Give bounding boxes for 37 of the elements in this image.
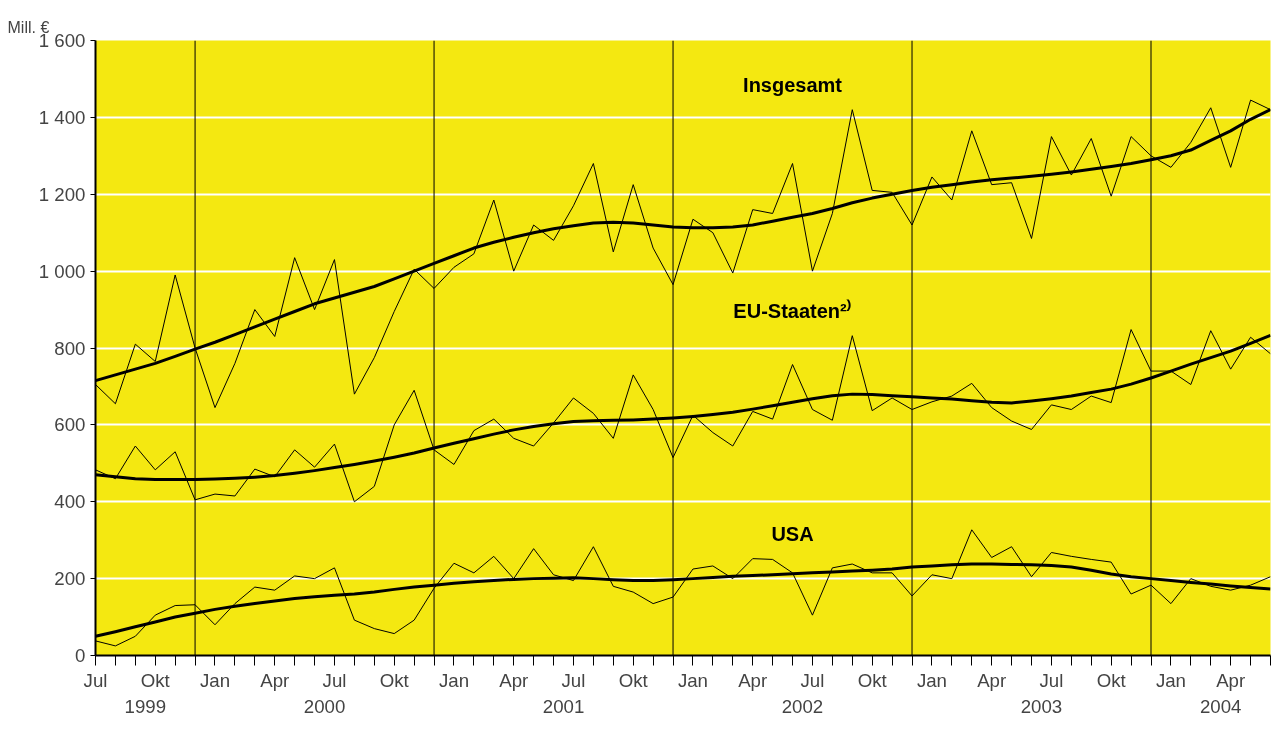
x-tick-label: Jan (677, 669, 709, 691)
text: 2004 (1199, 695, 1242, 717)
x-tick-label: Jul (1039, 669, 1064, 691)
y-tick-label: 600 (54, 414, 86, 436)
x-tick-label: Okt (379, 669, 410, 691)
x-tick-label: Jan (1155, 669, 1186, 691)
x-tick-label: Jul (561, 669, 586, 691)
x-tick-label: Jan (916, 669, 947, 691)
y-tick-label: 200 (54, 568, 86, 590)
x-tick-label: Jul (800, 669, 825, 691)
series-label: EU-Staaten²⁾ (733, 298, 852, 322)
x-tick-label: Jul (322, 669, 347, 691)
y-tick-label: 800 (54, 337, 86, 359)
series-label: Insgesamt (743, 73, 843, 96)
text: 2001 (542, 695, 585, 717)
y-tick-label: 400 (54, 491, 86, 513)
y-tick-label: 1 200 (38, 183, 86, 205)
x-tick-label: Jan (199, 669, 231, 691)
x-tick-label: Jul (83, 669, 108, 691)
y-tick-label: 0 (75, 645, 86, 666)
x-tick-label: Apr (977, 669, 1007, 691)
x-tick-label: Jan (438, 669, 470, 691)
x-tick-label: Okt (1096, 669, 1127, 691)
x-tick-label: Apr (499, 669, 529, 691)
text: 2000 (303, 695, 346, 717)
y-tick-label: 1 000 (38, 260, 86, 282)
x-tick-label: Okt (618, 669, 649, 691)
text: 2003 (1020, 695, 1063, 717)
x-tick-label: Okt (140, 669, 171, 691)
x-tick-label: Okt (857, 669, 888, 691)
text: 2002 (781, 695, 824, 717)
y-tick-label: 1 400 (38, 106, 86, 128)
x-tick-label: Apr (738, 669, 768, 691)
text: 1999 (124, 695, 167, 717)
x-tick-label: Apr (260, 669, 290, 691)
series-label: USA (771, 522, 814, 545)
x-tick-label: Apr (1216, 669, 1246, 691)
